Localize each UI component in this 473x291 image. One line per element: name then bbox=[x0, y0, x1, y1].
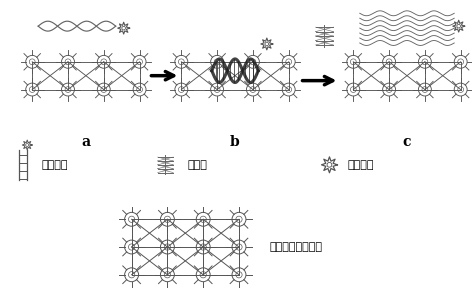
Text: 核酸适体: 核酸适体 bbox=[41, 160, 68, 170]
Text: b: b bbox=[230, 135, 240, 149]
Text: c: c bbox=[403, 135, 411, 149]
Text: 荧光探针: 荧光探针 bbox=[347, 160, 374, 170]
Text: a: a bbox=[81, 135, 90, 149]
Text: 金属有机骨架材料: 金属有机骨架材料 bbox=[270, 242, 323, 252]
Text: 目标菌: 目标菌 bbox=[187, 160, 207, 170]
